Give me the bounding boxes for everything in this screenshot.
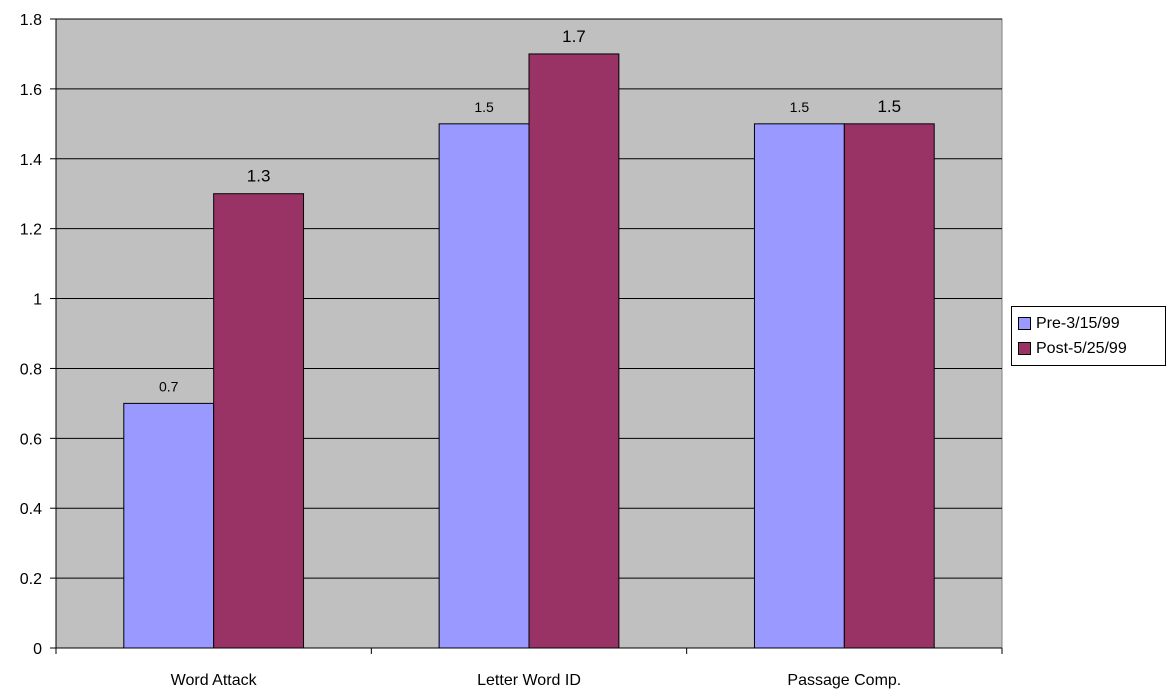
legend-item-pre: Pre-3/15/99 <box>1018 311 1159 336</box>
y-tick-label: 0 <box>33 641 42 658</box>
axes <box>50 18 1003 654</box>
legend-swatch-post <box>1018 342 1031 355</box>
legend-label-post: Post-5/25/99 <box>1036 339 1127 357</box>
data-label: 1.5 <box>474 99 494 115</box>
y-tick-label: 0.6 <box>20 431 42 448</box>
bar-pre <box>438 123 530 649</box>
x-tick-label: Passage Comp. <box>787 672 901 689</box>
bar-pre <box>123 402 215 649</box>
y-tick-label: 1 <box>33 292 42 309</box>
x-tick-labels: Word Attack Letter Word ID Passage Comp. <box>171 672 902 689</box>
data-label: 1.5 <box>790 99 810 115</box>
data-label: 1.7 <box>562 27 586 46</box>
bars <box>123 53 935 649</box>
bar-post <box>213 193 305 649</box>
data-label: 1.3 <box>247 167 271 186</box>
legend-swatch-pre <box>1018 317 1031 330</box>
bar-pre <box>753 123 845 649</box>
legend-label-pre: Pre-3/15/99 <box>1036 314 1120 332</box>
y-tick-label: 1.6 <box>20 82 42 99</box>
bar-post <box>843 123 935 649</box>
value-labels: 0.7 1.3 1.5 1.7 1.5 1.5 <box>159 27 901 394</box>
y-tick-label: 1.8 <box>20 12 42 29</box>
data-label: 0.7 <box>159 378 179 394</box>
data-label: 1.5 <box>877 97 901 116</box>
legend-item-post: Post-5/25/99 <box>1018 336 1159 361</box>
y-tick-label: 0.8 <box>20 361 42 378</box>
y-tick-label: 1.4 <box>20 152 42 169</box>
bar-post <box>528 53 620 649</box>
x-tick-label: Word Attack <box>171 672 258 689</box>
y-tick-label: 1.2 <box>20 222 42 239</box>
y-tick-labels: 0 0.2 0.4 0.6 0.8 1 1.2 1.4 1.6 1.8 <box>20 12 42 658</box>
y-tick-label: 0.4 <box>20 501 42 518</box>
legend: Pre-3/15/99 Post-5/25/99 <box>1011 306 1166 366</box>
x-tick-label: Letter Word ID <box>477 672 581 689</box>
y-tick-label: 0.2 <box>20 571 42 588</box>
